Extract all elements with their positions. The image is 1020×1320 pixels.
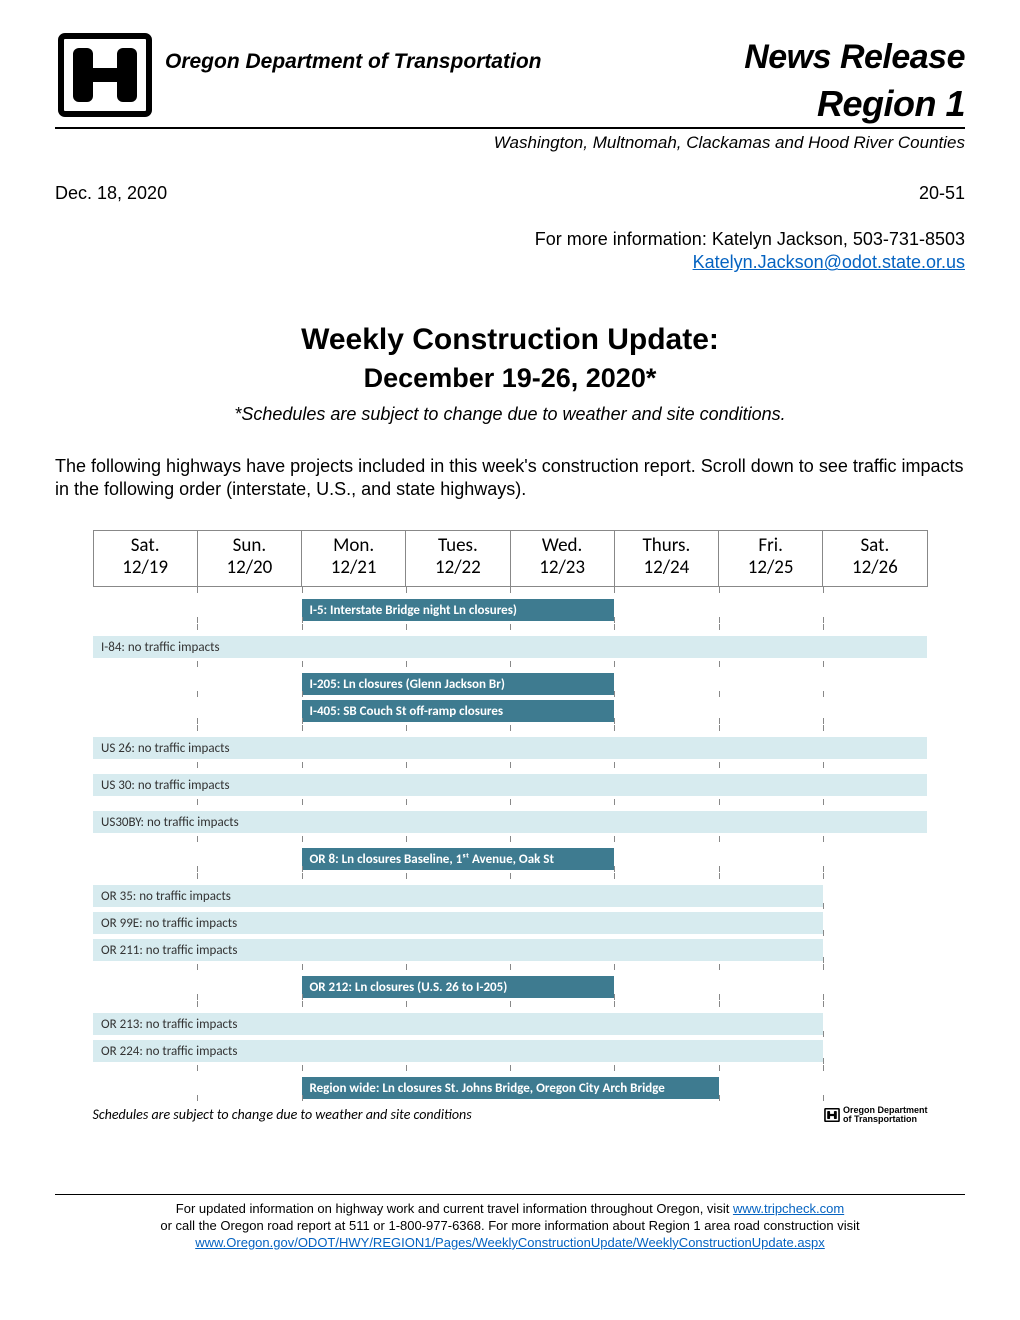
schedule-bar: OR 213: no traffic impacts	[93, 1013, 823, 1035]
org-name: Oregon Department of Transportation	[165, 50, 541, 74]
schedule-column-header: Sat.12/26	[823, 530, 927, 587]
region-title: Region 1	[165, 83, 965, 125]
page-footer: For updated information on highway work …	[55, 1194, 965, 1252]
schedule-bar: Region wide: Ln closures St. Johns Bridg…	[302, 1077, 719, 1099]
schedule-column-header: Mon.12/21	[302, 530, 406, 587]
schedule-bar: I-5: Interstate Bridge night Ln closures…	[302, 599, 615, 621]
schedule-bar: OR 99E: no traffic impacts	[93, 912, 823, 934]
news-release-label: News Release	[744, 38, 965, 77]
schedule-bar: OR 212: Ln closures (U.S. 26 to I-205)	[302, 976, 615, 998]
schedule-footnote: Schedules are subject to change due to w…	[93, 1106, 472, 1123]
schedule-bar: I-205: Ln closures (Glenn Jackson Br)	[302, 673, 615, 695]
header-rule	[55, 127, 965, 129]
schedule-column-header: Wed.12/23	[510, 530, 614, 587]
schedule-column-header: Tues.12/22	[406, 530, 510, 587]
intro-paragraph: The following highways have projects inc…	[55, 455, 965, 502]
contact-email-link[interactable]: Katelyn.Jackson@odot.state.or.us	[693, 252, 965, 272]
contact-line: For more information: Katelyn Jackson, 5…	[55, 228, 965, 251]
release-ref: 20-51	[919, 183, 965, 204]
schedule-bar: US 26: no traffic impacts	[93, 737, 927, 759]
counties-line: Washington, Multnomah, Clackamas and Hoo…	[55, 133, 965, 153]
schedule-column-header: Thurs.12/24	[614, 530, 718, 587]
schedule-bar: US30BY: no traffic impacts	[93, 811, 927, 833]
schedule-column-header: Sun.12/20	[197, 530, 301, 587]
schedule-bar: OR 224: no traffic impacts	[93, 1040, 823, 1062]
small-odot-logo: Oregon Departmentof Transportation	[824, 1106, 928, 1124]
page-subtitle: December 19-26, 2020*	[55, 363, 965, 394]
schedule-bar: I-84: no traffic impacts	[93, 636, 927, 658]
schedule-column-header: Sat.12/19	[93, 530, 197, 587]
schedule-column-header: Fri.12/25	[719, 530, 823, 587]
title-disclaimer: *Schedules are subject to change due to …	[55, 404, 965, 425]
odot-logo	[55, 30, 155, 120]
schedule-bar: US 30: no traffic impacts	[93, 774, 927, 796]
page-title: Weekly Construction Update:	[55, 323, 965, 357]
release-date: Dec. 18, 2020	[55, 183, 167, 204]
tripcheck-link[interactable]: www.tripcheck.com	[733, 1201, 844, 1216]
schedule-bar: OR 8: Ln closures Baseline, 1ˢᵗ Avenue, …	[302, 848, 615, 870]
region1-link[interactable]: www.Oregon.gov/ODOT/HWY/REGION1/Pages/We…	[195, 1235, 825, 1250]
schedule-bar: OR 211: no traffic impacts	[93, 939, 823, 961]
schedule-bar: OR 35: no traffic impacts	[93, 885, 823, 907]
schedule-table: Sat.12/19Sun.12/20Mon.12/21Tues.12/22Wed…	[93, 530, 928, 1103]
schedule-bar: I-405: SB Couch St off-ramp closures	[302, 700, 615, 722]
